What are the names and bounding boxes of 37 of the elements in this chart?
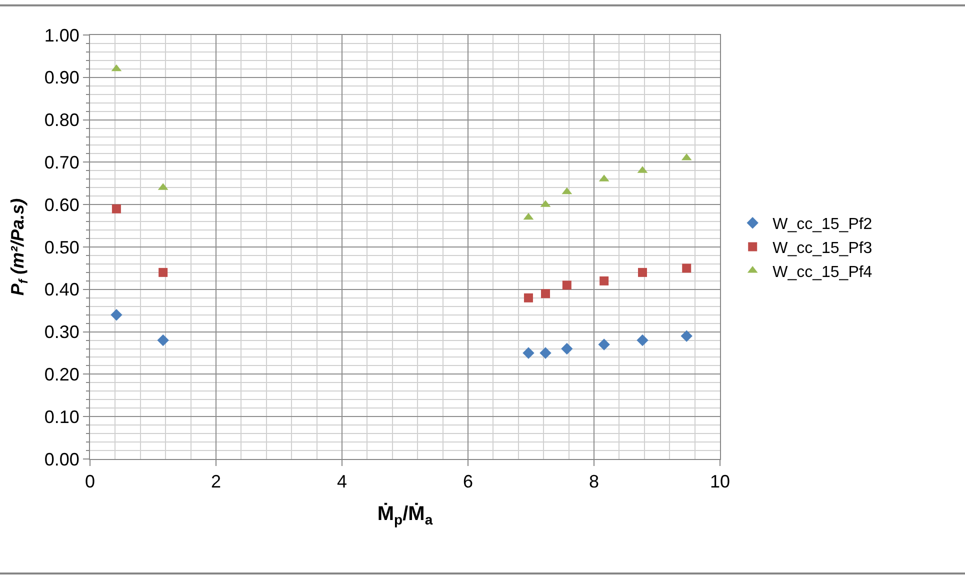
point [110,308,122,321]
y-tick-label: 0.70 [44,152,80,172]
legend-label: W_cc_15_Pf4 [772,264,872,281]
y-tick-label: 0.20 [44,364,80,384]
x-tick-label: 8 [588,472,600,492]
point [158,268,168,277]
y-tick-label: 0.90 [44,68,80,88]
point [561,342,573,355]
y-tick-label: 0.00 [44,449,80,470]
legend-label: W_cc_15_Pf3 [772,240,872,257]
point [522,347,534,359]
point [600,276,609,286]
x-tick-label: 2 [210,472,222,492]
x-axis-title: Ṁ$_{p}$/Ṁ$_{a}$ [377,502,433,528]
point [524,293,533,302]
point [682,264,692,273]
y-tick-label: 1.00 [44,25,80,46]
point [680,330,692,342]
y-tick-label: 0.40 [44,280,80,300]
point [562,280,572,290]
legend-label: W_cc_15_Pf2 [772,216,872,234]
y-tick-label: 0.60 [44,194,80,215]
point [157,334,169,346]
x-tick-label: 10 [710,472,730,492]
y-tick-label: 0.10 [44,406,80,427]
point [540,289,550,298]
point [598,338,610,350]
x-tick-label: 4 [336,472,348,492]
point [112,204,121,214]
y-tick-label: 0.50 [44,237,80,258]
point [540,347,552,359]
point [636,334,648,346]
x-tick-label: 0 [84,472,96,492]
x-tick-label: 6 [462,472,474,492]
point [638,268,648,277]
y-tick-label: 0.80 [44,110,80,130]
y-tick-label: 0.30 [44,322,80,342]
